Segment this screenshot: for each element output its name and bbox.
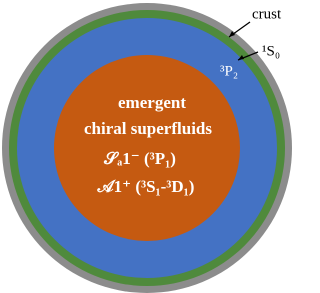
core-line: 𝒜1⁺ (³S₁-³D₁) xyxy=(97,177,195,196)
s0-label: ¹S₀ xyxy=(262,43,280,59)
core-line: 𝒮ₐ1⁻ (³P₁) xyxy=(103,149,176,168)
p2-label: ³P₂ xyxy=(220,63,238,79)
crust-label: crust xyxy=(252,6,282,22)
core-line: chiral superfluids xyxy=(84,119,212,138)
diagram: crust ¹S₀ ³P₂ emergent chiral superfluid… xyxy=(0,0,296,293)
core-line: emergent xyxy=(118,93,186,112)
